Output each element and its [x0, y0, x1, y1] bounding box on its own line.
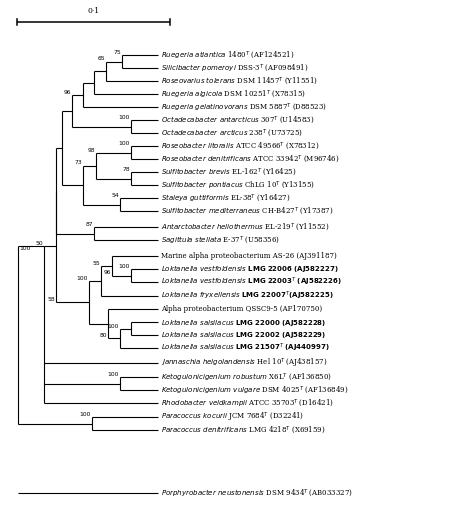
Text: $\it{Roseovarius\ tolerans}$ DSM 11457$^T$ (Y11551): $\it{Roseovarius\ tolerans}$ DSM 11457$^… — [161, 75, 318, 87]
Text: 50: 50 — [36, 241, 43, 247]
Text: $\it{Octadecabacter\ antarcticus}$ 307$^T$ (U14583): $\it{Octadecabacter\ antarcticus}$ 307$^… — [161, 114, 314, 126]
Text: $\it{Octadecabacter\ arcticus}$ 238$^T$ (U73725): $\it{Octadecabacter\ arcticus}$ 238$^T$ … — [161, 127, 303, 139]
Text: 100: 100 — [118, 141, 130, 146]
Text: $\bf{\it{Loktanella\ salsilacus}}$ $\bf{LMG\ 21507}$$^T$ $\bf{(AJ440997)}$: $\bf{\it{Loktanella\ salsilacus}}$ $\bf{… — [161, 342, 329, 354]
Text: $\bf{\it{Loktanella\ vestfoldensis}}$ $\bf{LMG\ 22006\ (AJ582227)}$: $\bf{\it{Loktanella\ vestfoldensis}}$ $\… — [161, 264, 338, 275]
Text: 100: 100 — [77, 276, 88, 281]
Text: $\it{Rhodobacter\ veldkampii}$ ATCC 35703$^T$ (D16421): $\it{Rhodobacter\ veldkampii}$ ATCC 3570… — [161, 397, 334, 409]
Text: $\it{Jannaschia\ helgolandensis}$ Hel 10$^T$ (AJ438157): $\it{Jannaschia\ helgolandensis}$ Hel 10… — [161, 356, 327, 370]
Text: $\it{Ruegeria\ atlantica}$ 1480$^T$ (AF124521): $\it{Ruegeria\ atlantica}$ 1480$^T$ (AF1… — [161, 49, 294, 61]
Text: 73: 73 — [74, 160, 82, 166]
Text: 100: 100 — [118, 115, 130, 120]
Text: $\it{Paracoccus\ denitrificans}$ LMG 4218$^T$ (X69159): $\it{Paracoccus\ denitrificans}$ LMG 421… — [161, 424, 325, 436]
Text: 87: 87 — [85, 222, 93, 227]
Text: 75: 75 — [113, 50, 121, 55]
Text: 78: 78 — [122, 167, 130, 172]
Text: 100: 100 — [19, 247, 30, 251]
Text: Alpha proteobacterium QSSC9-5 (AF170750): Alpha proteobacterium QSSC9-5 (AF170750) — [161, 305, 322, 313]
Text: $\bf{\it{Loktanella\ salsilacus}}$ $\bf{LMG\ 22000\ (AJ582228)}$: $\bf{\it{Loktanella\ salsilacus}}$ $\bf{… — [161, 317, 326, 328]
Text: 55: 55 — [92, 261, 100, 266]
Text: $\it{Paracoccus\ kocurii}$ JCM 7684$^T$ (D32241): $\it{Paracoccus\ kocurii}$ JCM 7684$^T$ … — [161, 410, 304, 423]
Text: $\it{Ruegeria\ algicola}$ DSM 10251$^T$ (X78315): $\it{Ruegeria\ algicola}$ DSM 10251$^T$ … — [161, 88, 306, 100]
Text: 98: 98 — [88, 147, 95, 153]
Text: $\it{Sulfitobacter\ brevis}$ EL-162$^T$ (Y16425): $\it{Sulfitobacter\ brevis}$ EL-162$^T$ … — [161, 166, 296, 178]
Text: $\it{Sagittula\ stellata}$ E-37$^T$ (U58356): $\it{Sagittula\ stellata}$ E-37$^T$ (U58… — [161, 234, 280, 246]
Text: $\it{Antarctobacter\ heliothermus}$ EL-219$^T$ (Y11552): $\it{Antarctobacter\ heliothermus}$ EL-2… — [161, 221, 329, 233]
Text: 58: 58 — [47, 297, 55, 302]
Text: $\bf{\it{Loktanella\ salsilacus}}$ $\bf{LMG\ 22002\ (AJ582229)}$: $\bf{\it{Loktanella\ salsilacus}}$ $\bf{… — [161, 329, 326, 340]
Text: $\it{Roseobacter\ denitrificans}$ ATCC 33942$^T$ (M96746): $\it{Roseobacter\ denitrificans}$ ATCC 3… — [161, 153, 339, 165]
Text: 54: 54 — [111, 193, 119, 198]
Text: $\it{Roseobacter\ litoralis}$ ATCC 49566$^T$ (X78312): $\it{Roseobacter\ litoralis}$ ATCC 49566… — [161, 140, 319, 152]
Text: $\it{Silicibacter\ pomeroyi}$ DSS-3$^T$ (AF098491): $\it{Silicibacter\ pomeroyi}$ DSS-3$^T$ … — [161, 62, 308, 74]
Text: $\it{Staleya\ guttiformis}$ EL-38$^T$ (Y16427): $\it{Staleya\ guttiformis}$ EL-38$^T$ (Y… — [161, 192, 290, 204]
Text: 100: 100 — [118, 264, 130, 269]
Text: 96: 96 — [103, 270, 111, 276]
Text: $\it{Ruegeria\ gelatinovorans}$ DSM 5887$^T$ (D88523): $\it{Ruegeria\ gelatinovorans}$ DSM 5887… — [161, 101, 327, 113]
Text: $\it{Porphyrobacter\ neustonensis}$ DSM 9434$^T$ (AB033327): $\it{Porphyrobacter\ neustonensis}$ DSM … — [161, 487, 353, 499]
Text: Marine alpha proteobacterium AS-26 (AJ391187): Marine alpha proteobacterium AS-26 (AJ39… — [161, 252, 337, 260]
Text: $\it{Ketogulonicigenium\ vulgare}$ DSM 4025$^T$ (AF136849): $\it{Ketogulonicigenium\ vulgare}$ DSM 4… — [161, 384, 348, 396]
Text: $\it{Sulfitobacter\ mediterraneus}$ CH-B427$^T$ (Y17387): $\it{Sulfitobacter\ mediterraneus}$ CH-B… — [161, 205, 333, 217]
Text: 100: 100 — [108, 323, 119, 329]
Text: 65: 65 — [97, 56, 105, 62]
Text: $\it{Sulfitobacter\ pontiacus}$ ChLG 10$^T$ (Y13155): $\it{Sulfitobacter\ pontiacus}$ ChLG 10$… — [161, 179, 315, 191]
Text: $\it{Ketogulonicigenium\ robustum}$ X6L$^T$ (AF136850): $\it{Ketogulonicigenium\ robustum}$ X6L$… — [161, 371, 332, 383]
Text: 80: 80 — [100, 333, 107, 338]
Text: 0·1: 0·1 — [87, 7, 100, 15]
Text: 96: 96 — [64, 90, 71, 95]
Text: 100: 100 — [80, 412, 91, 417]
Text: $\bf{\it{Loktanella\ vestfoldensis}}$ $\bf{LMG\ 22003}$$^T$ $\bf{(AJ582226)}$: $\bf{\it{Loktanella\ vestfoldensis}}$ $\… — [161, 276, 342, 288]
Text: $\bf{\it{Loktanella\ fryxellensis}}$ $\bf{LMG\ 22007}$$^T$$\bf{(AJ582225)}$: $\bf{\it{Loktanella\ fryxellensis}}$ $\b… — [161, 290, 334, 302]
Text: 100: 100 — [108, 372, 119, 377]
